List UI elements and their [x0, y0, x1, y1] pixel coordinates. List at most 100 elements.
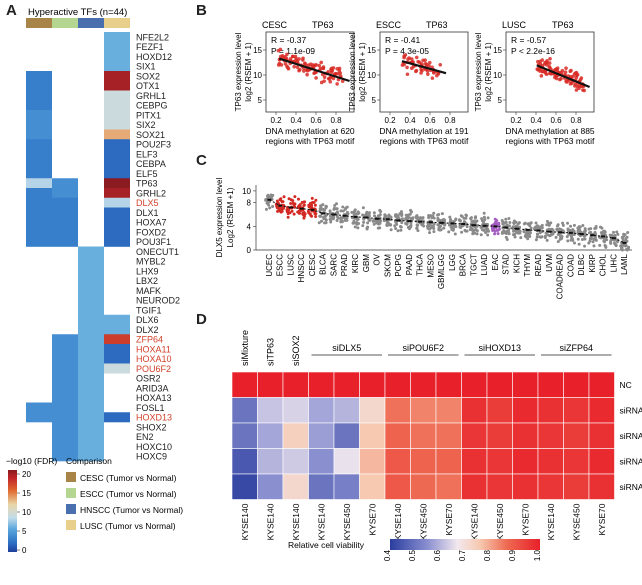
- cell-line-label: KYSE450: [495, 503, 505, 540]
- expression-dot: [468, 228, 472, 232]
- expression-dot: [324, 221, 328, 225]
- heat-cell: [104, 51, 130, 62]
- data-point: [336, 71, 341, 76]
- expression-dot: [515, 230, 519, 234]
- tf-label: PITX1: [136, 110, 161, 120]
- expression-dot: [464, 213, 468, 217]
- expression-dot: [512, 222, 516, 226]
- data-point: [314, 76, 318, 80]
- data-point: [305, 72, 309, 77]
- x-tick: 0.8: [570, 116, 582, 125]
- expression-dot: [343, 207, 347, 211]
- expression-dot: [592, 244, 596, 248]
- heat-cell: [26, 412, 52, 423]
- tf-label: HOXA11: [136, 344, 171, 354]
- tf-label: POU6F2: [136, 364, 171, 374]
- expression-dot: [529, 226, 533, 230]
- median-marker: [482, 224, 487, 227]
- data-point: [414, 55, 419, 60]
- viability-cell: [563, 422, 590, 449]
- data-point: [313, 70, 317, 75]
- expression-dot: [511, 227, 515, 231]
- data-point: [329, 66, 334, 71]
- expression-dot: [460, 230, 464, 234]
- cell-line-label: KYSE70: [444, 503, 454, 535]
- cancer-label: COAD: [566, 254, 575, 277]
- viability-cell: [308, 371, 335, 398]
- expression-dot: [546, 228, 550, 232]
- cancer-label: BRCA: [459, 253, 468, 276]
- data-point: [303, 61, 307, 66]
- viability-cell: [512, 371, 539, 398]
- expression-dot: [333, 203, 337, 207]
- expression-dot: [602, 240, 606, 244]
- heat-cell: [104, 227, 130, 238]
- viability-cell: [333, 448, 360, 475]
- median-marker: [579, 233, 584, 236]
- viability-cell: [563, 473, 590, 500]
- viability-cell: [231, 473, 258, 500]
- expression-dot: [544, 231, 548, 235]
- expression-dot: [462, 220, 466, 224]
- median-marker: [547, 230, 552, 233]
- expression-dot: [486, 233, 490, 237]
- panel-label-c: C: [196, 152, 207, 169]
- expression-dot: [293, 195, 297, 199]
- expression-dot: [361, 206, 365, 210]
- heat-cell: [104, 100, 130, 111]
- expression-dot: [292, 212, 296, 216]
- expression-dot: [421, 216, 425, 220]
- expression-dot: [289, 198, 293, 202]
- expression-dot: [548, 234, 552, 238]
- median-marker: [439, 221, 444, 224]
- data-point: [554, 74, 559, 78]
- expression-dot: [625, 235, 629, 239]
- data-point: [329, 70, 334, 75]
- expression-dot: [547, 221, 551, 225]
- heat-cell: [78, 266, 104, 277]
- panel-label-a: A: [6, 2, 17, 19]
- viability-cell: [435, 397, 462, 424]
- expression-dot: [469, 225, 473, 229]
- heat-cell: [52, 207, 78, 218]
- heat-cell: [26, 149, 52, 160]
- scale-tick: 0.5: [408, 549, 417, 561]
- cancer-label: SARC: [329, 254, 338, 276]
- expression-dot: [545, 238, 549, 242]
- expression-dot: [329, 220, 333, 224]
- tf-label: DLX1: [136, 208, 159, 218]
- data-point: [573, 84, 577, 88]
- viability-cell: [461, 448, 488, 475]
- viability-cell: [282, 397, 309, 424]
- plot-gene: TP63: [426, 20, 448, 30]
- comparison-swatch: [66, 520, 76, 530]
- tf-label: LHX9: [136, 266, 159, 276]
- expression-dot: [555, 227, 559, 231]
- expression-dot: [321, 203, 325, 207]
- heat-cell: [52, 402, 78, 413]
- expression-dot: [576, 237, 580, 241]
- cancer-label: KICH: [512, 254, 521, 273]
- column-label: siMixture: [240, 330, 250, 366]
- cell-line-label: KYSE140: [393, 503, 403, 540]
- cancer-label: DLBC: [577, 254, 586, 276]
- group-label: siZFP64: [559, 343, 593, 353]
- expression-dot: [297, 211, 301, 215]
- viability-cell: [537, 473, 564, 500]
- heat-cell: [78, 275, 104, 286]
- tf-label: TGIF1: [136, 305, 162, 315]
- x-tick: 0.8: [444, 116, 456, 125]
- expression-dot: [319, 204, 323, 208]
- panel-b: CESC TP63 R = -0.37P = 1.1e-09 0.2 0.4 0.6 0.8…: [234, 20, 595, 146]
- expression-dot: [565, 235, 569, 239]
- viability-cell: [486, 473, 513, 500]
- expression-dot: [361, 213, 365, 217]
- expression-dot: [440, 212, 444, 216]
- expression-dot: [507, 227, 511, 231]
- expression-dot: [361, 224, 365, 228]
- comparison-bar-1: [52, 18, 78, 28]
- viability-cell: [410, 371, 437, 398]
- expression-dot: [301, 212, 305, 216]
- expression-dot: [523, 221, 527, 225]
- column-label: siTP63: [265, 338, 275, 366]
